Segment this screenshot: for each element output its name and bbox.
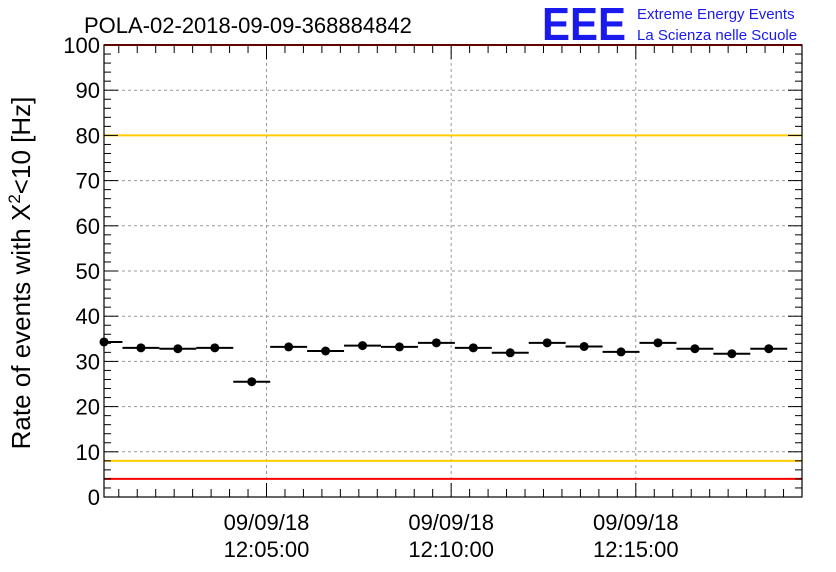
grid <box>104 45 802 497</box>
y-axis-title-rest: <10 [Hz] <box>6 97 36 195</box>
y-tick-label: 60 <box>76 214 100 239</box>
y-axis-title-sup: 2 <box>5 194 24 203</box>
x-tick-date: 09/09/18 <box>408 510 494 535</box>
data-point <box>764 344 774 354</box>
data-point <box>542 338 552 348</box>
data-point <box>690 344 700 354</box>
data-point <box>505 348 515 358</box>
reference-lines <box>104 44 802 480</box>
x-tick-date: 09/09/18 <box>224 510 310 535</box>
y-tick-label: 70 <box>76 169 100 194</box>
data-point <box>173 344 183 354</box>
x-tick-time: 12:15:00 <box>593 537 679 562</box>
y-tick-label: 0 <box>88 485 100 510</box>
logo-letters: EEE <box>542 0 626 50</box>
data-point <box>394 342 404 352</box>
data-point <box>653 338 663 348</box>
data-point <box>284 342 294 352</box>
y-tick-labels: 0 10 20 30 40 50 60 70 80 90 100 <box>63 33 100 510</box>
data-point <box>358 341 368 351</box>
data-point <box>727 349 737 359</box>
data-point <box>468 343 478 353</box>
data-point <box>431 338 441 348</box>
y-tick-label: 40 <box>76 304 100 329</box>
y-tick-label: 100 <box>63 33 100 58</box>
x-tick-labels: 09/09/1812:05:0009/09/1812:10:0009/09/18… <box>224 510 679 562</box>
data-point <box>136 343 146 353</box>
x-tick-time: 12:10:00 <box>408 537 494 562</box>
logo-line-1: Extreme Energy Events <box>637 6 795 23</box>
y-axis-title: Rate of events with X2<10 [Hz] <box>5 97 36 450</box>
y-tick-label: 30 <box>76 349 100 374</box>
x-tick-time: 12:05:00 <box>224 537 310 562</box>
data-point <box>579 341 589 351</box>
y-tick-label: 20 <box>76 395 100 420</box>
data-point <box>99 337 109 347</box>
axis-ticks <box>104 44 803 498</box>
y-axis-title-main: Rate of events with X <box>6 204 36 450</box>
data-points <box>99 337 788 387</box>
y-tick-label: 80 <box>76 123 100 148</box>
x-tick-date: 09/09/18 <box>593 510 679 535</box>
y-tick-label: 90 <box>76 78 100 103</box>
chart-title: POLA-02-2018-09-09-368884842 <box>84 13 412 38</box>
logo-line-2: La Scienza nelle Scuole <box>637 27 797 44</box>
y-tick-label: 50 <box>76 259 100 284</box>
data-point <box>247 377 257 387</box>
y-tick-label: 10 <box>76 440 100 465</box>
data-point <box>321 346 331 356</box>
eee-logo: EEE Extreme Energy Events La Scienza nel… <box>542 0 797 50</box>
data-point <box>210 343 220 353</box>
data-point <box>616 347 626 357</box>
